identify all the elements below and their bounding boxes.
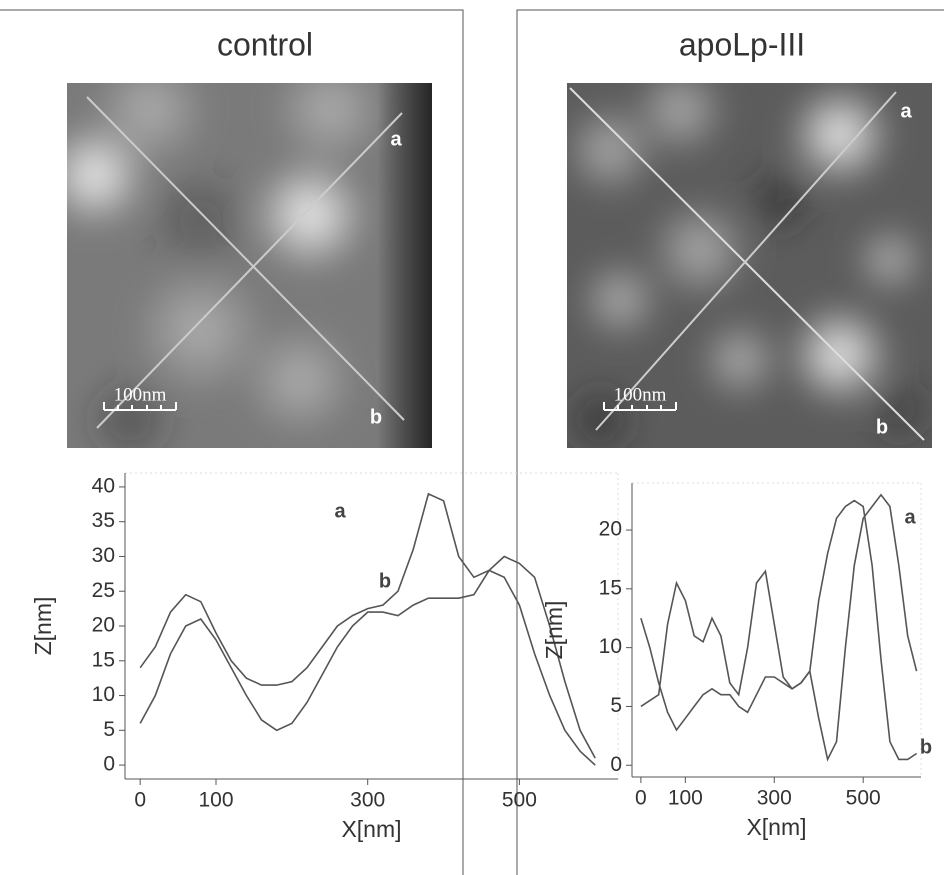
image-line-label: b <box>370 406 382 428</box>
x-tick-label: 500 <box>846 787 881 810</box>
image-line-label: a <box>390 128 402 150</box>
y-tick-label: 15 <box>92 648 115 671</box>
profile-line <box>640 499 918 761</box>
y-tick-label: 10 <box>599 635 622 658</box>
y-tick-label: 40 <box>92 474 115 497</box>
series-label: b <box>379 570 391 592</box>
y-axis-title: Z[nm] <box>541 601 567 660</box>
y-tick-label: 0 <box>103 753 115 776</box>
series-label: a <box>904 506 916 528</box>
series-label: b <box>920 736 932 758</box>
y-tick-label: 20 <box>92 614 115 637</box>
x-axis-title: X[nm] <box>341 816 401 842</box>
scale-bar-label: 100nm <box>614 384 667 405</box>
chart-title: apoLp-III <box>679 26 805 62</box>
profile-line <box>139 555 596 759</box>
y-tick-label: 15 <box>599 576 622 599</box>
x-tick-label: 0 <box>635 787 647 810</box>
series-label: a <box>334 500 346 522</box>
y-tick-label: 0 <box>610 753 622 776</box>
y-tick-label: 35 <box>92 509 115 532</box>
image-line-label: b <box>876 416 888 438</box>
y-tick-label: 10 <box>92 683 115 706</box>
image-line-label: a <box>900 100 912 122</box>
y-tick-label: 5 <box>103 718 115 741</box>
afm-image-control <box>67 83 432 448</box>
y-tick-label: 20 <box>599 518 622 541</box>
y-axis-title: Z[nm] <box>30 597 56 656</box>
y-tick-label: 30 <box>92 544 115 567</box>
x-axis-title: X[nm] <box>746 814 806 840</box>
y-tick-label: 5 <box>610 694 622 717</box>
scale-bar-label: 100nm <box>114 384 167 405</box>
profile-line <box>139 492 596 766</box>
x-tick-label: 100 <box>198 789 233 812</box>
profile-line <box>640 493 918 762</box>
x-tick-label: 100 <box>668 787 703 810</box>
afm-image-apolp <box>567 83 932 448</box>
x-tick-label: 500 <box>502 789 537 812</box>
x-tick-label: 0 <box>134 789 146 812</box>
panel-frames <box>0 9 944 875</box>
x-tick-label: 300 <box>350 789 385 812</box>
y-tick-label: 25 <box>92 579 115 602</box>
x-tick-label: 300 <box>757 787 792 810</box>
chart-title: control <box>217 26 313 62</box>
